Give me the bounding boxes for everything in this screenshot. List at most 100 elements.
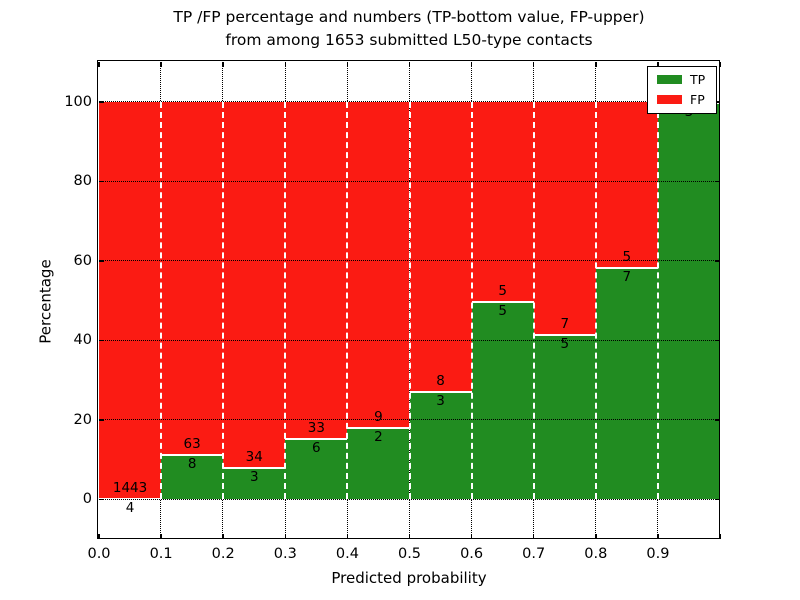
x-axis-tick <box>657 62 659 67</box>
x-axis-tick <box>284 62 287 67</box>
bar-count-label-fp: 33 <box>307 420 325 437</box>
bar-segment-fp <box>347 101 410 427</box>
bar-segment-fp <box>99 101 162 499</box>
legend-box: TP FP <box>647 66 717 114</box>
x-axis-tick <box>470 62 473 67</box>
bar-count-label-fp: 5 <box>498 282 507 299</box>
x-tick-label: 0.4 <box>335 546 359 562</box>
y-tick-label: 100 <box>64 93 92 110</box>
bar-count-label-tp: 5 <box>560 335 570 352</box>
y-tick-label: 60 <box>73 252 92 269</box>
x-axis-tick <box>160 62 162 67</box>
bar-count-label-tp: 4 <box>125 500 135 517</box>
bar-segment-tp <box>223 467 286 500</box>
y-axis-tick <box>715 339 720 341</box>
x-tick-label: 0.5 <box>397 546 422 562</box>
bar-count-label-tp: 6 <box>312 440 321 457</box>
bar-segment-fp <box>409 101 472 391</box>
bar-edge-line <box>656 101 659 500</box>
x-tick-label: 0.8 <box>584 546 608 562</box>
x-axis-tick <box>532 534 535 539</box>
legend-label-tp: TP <box>690 72 706 87</box>
bar-count-label-fp: 9 <box>374 408 383 425</box>
x-tick-label: 0.2 <box>211 546 235 562</box>
bar-count-label-fp: 8 <box>436 372 445 389</box>
x-axis-tick <box>595 62 597 67</box>
x-axis-tick <box>160 534 162 539</box>
y-axis-tick <box>99 339 104 341</box>
x-axis-tick <box>408 534 411 539</box>
bar-count-label-fp: 34 <box>245 449 263 465</box>
legend-entry-fp: FP <box>657 93 707 106</box>
bar-segment-fp <box>285 101 348 439</box>
y-axis-tick <box>715 101 720 103</box>
x-axis-tick <box>719 62 721 67</box>
bar-segment-tp <box>161 454 224 500</box>
bar-segment-tp <box>533 333 596 500</box>
bar-edge-line <box>222 101 225 500</box>
y-tick-label: 80 <box>73 173 92 190</box>
x-axis-label: Predicted probability <box>331 569 487 587</box>
y-axis-tick <box>99 260 104 262</box>
x-axis-tick <box>222 62 224 67</box>
x-tick-label: 0.3 <box>273 546 297 562</box>
gridline-horizontal <box>99 180 720 182</box>
bar-segment-fp <box>533 101 596 334</box>
bar-segment-tp <box>285 438 348 500</box>
x-axis-tick <box>222 534 224 539</box>
gridline-horizontal <box>99 498 720 500</box>
y-axis-tick <box>715 180 720 182</box>
x-axis-tick <box>98 62 100 67</box>
bar-edge-line <box>532 101 535 500</box>
bar-segment-tp <box>471 300 534 500</box>
y-axis-tick <box>99 419 104 421</box>
bar-segment-tp <box>347 426 410 500</box>
x-axis-tick <box>657 534 659 539</box>
bar-count-label-fp: 5 <box>622 249 632 266</box>
y-axis-tick <box>99 101 104 103</box>
bar-count-label-tp: 3 <box>436 392 445 409</box>
bar-count-label-fp: 1443 <box>112 480 148 497</box>
bar-edge-line <box>594 101 597 500</box>
y-axis-tick <box>99 180 104 182</box>
bar-edge-line <box>408 101 411 500</box>
gridline-horizontal <box>99 419 720 420</box>
gridline-horizontal <box>99 339 720 341</box>
x-axis-tick <box>98 534 100 539</box>
bar-count-label-fp: 7 <box>560 315 570 332</box>
gridline-horizontal <box>99 101 720 102</box>
x-tick-label: 0.9 <box>646 546 670 562</box>
bar-segment-tp <box>595 267 658 500</box>
x-axis-tick <box>532 62 535 67</box>
bar-edge-line <box>346 101 349 500</box>
x-axis-tick <box>346 534 349 539</box>
bar-count-label-tp: 2 <box>374 428 383 445</box>
y-tick-label: 0 <box>82 491 92 508</box>
bar-count-label-tp: 8 <box>187 456 197 473</box>
y-axis-tick <box>715 419 720 421</box>
y-axis-tick <box>715 498 720 500</box>
gridline-horizontal <box>99 260 720 261</box>
x-tick-label: 0.6 <box>460 546 484 562</box>
bar-count-label-tp: 5 <box>498 302 507 319</box>
bar-segment-fp <box>223 101 286 467</box>
bar-count-label-tp: 3 <box>249 469 259 485</box>
legend-entry-tp: TP <box>657 73 707 86</box>
x-tick-label: 0.1 <box>149 546 173 562</box>
bar-segment-fp <box>161 101 224 455</box>
y-tick-label: 40 <box>73 332 92 349</box>
x-axis-tick <box>470 534 473 539</box>
bar-segment-tp <box>657 101 720 500</box>
chart-title-line1: TP /FP percentage and numbers (TP-bottom… <box>173 8 645 26</box>
x-axis-tick <box>719 534 721 539</box>
y-axis-tick <box>715 260 720 262</box>
bar-segment-fp <box>595 101 658 268</box>
chart-title-line2: from among 1653 submitted L50-type conta… <box>225 31 593 49</box>
legend-swatch-tp <box>657 75 682 84</box>
legend-swatch-fp <box>657 95 682 104</box>
x-axis-tick <box>595 534 597 539</box>
bar-segment-tp <box>409 390 472 500</box>
bar-edge-line <box>470 101 473 500</box>
bar-count-label-fp: 63 <box>183 436 201 453</box>
